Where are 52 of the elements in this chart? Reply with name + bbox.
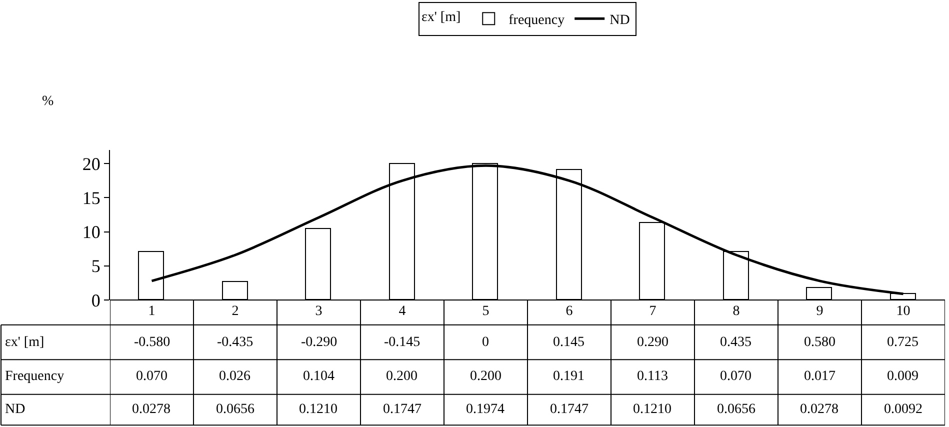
y-tick-label: 5 [91,256,100,276]
text: 0.1210 [633,402,672,417]
text: 0.070 [720,369,752,384]
x-tick-label: 10 [896,304,910,319]
legend-label: frequency [508,13,565,28]
text: 0.0092 [884,402,922,417]
text: 0.200 [470,369,502,384]
x-tick-label: 6 [566,304,573,319]
text: 0.0278 [132,402,170,417]
y-tick-label: 20 [82,154,100,174]
text: 0.290 [637,335,668,350]
x-tick-label: 1 [148,304,156,319]
x-tick-label: 9 [816,304,824,319]
text: 0.026 [219,369,250,384]
y-axis-title: % [42,94,54,109]
text: 0.435 [720,335,752,350]
text: 0.191 [553,369,584,384]
x-tick-label: 5 [482,304,490,319]
text: 0.580 [804,335,836,350]
legend-title: εx' [m] [5,335,44,350]
text: -0.290 [301,335,338,350]
text: 0.1974 [466,402,504,417]
text: 0.017 [804,369,836,384]
text: Frequency [5,369,64,384]
text: 0.1210 [299,402,338,417]
text: 0 [482,335,489,350]
text: 0.104 [303,369,334,384]
text: 0.1747 [550,402,588,417]
text: -0.580 [134,335,170,350]
text: 0.200 [386,369,418,384]
legend-label: ND [610,13,630,28]
text: 0.009 [887,369,918,384]
text: 0.725 [887,335,918,350]
text: εx' [m] [422,10,461,26]
y-tick-label: 10 [82,222,100,242]
text: 0.0278 [800,402,838,417]
text: 0.1747 [383,402,422,417]
y-tick-label: 0 [91,290,100,310]
x-tick-label: 2 [232,304,239,319]
text: 0.113 [637,369,668,384]
text: 0.0656 [216,402,254,417]
text: 0.0656 [717,402,756,417]
x-tick-label: 8 [732,304,740,319]
text: 0.145 [553,335,584,350]
x-tick-label: 7 [649,304,656,319]
x-tick-label: 4 [398,304,406,319]
text: -0.435 [217,335,254,350]
text: 0.070 [136,369,168,384]
text: -0.145 [384,335,420,350]
text: ND [5,402,26,417]
y-tick-label: 15 [82,188,100,208]
x-tick-label: 3 [315,304,322,319]
